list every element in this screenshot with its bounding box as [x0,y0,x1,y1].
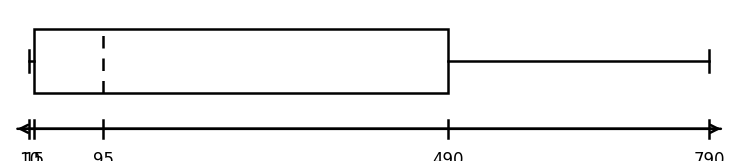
Text: 10: 10 [19,151,39,161]
Text: 15: 15 [23,151,44,161]
Text: 95: 95 [93,151,114,161]
FancyBboxPatch shape [34,29,447,93]
Text: 790: 790 [693,151,725,161]
Text: 490: 490 [432,151,463,161]
